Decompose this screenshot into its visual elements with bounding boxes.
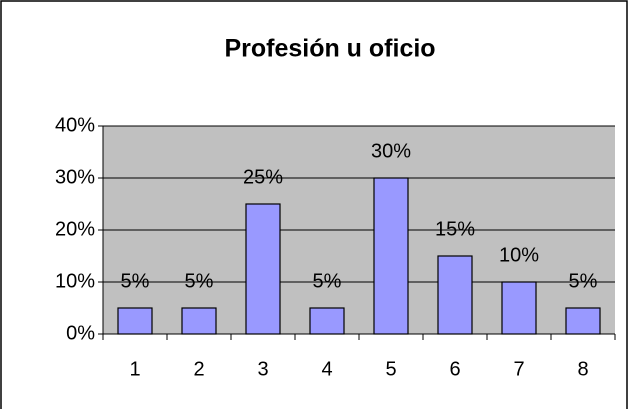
y-tick-label: 0% [66, 322, 95, 344]
y-tick-label: 10% [55, 270, 95, 292]
bar [309, 307, 345, 335]
value-label: 30% [371, 140, 411, 162]
chart-title: Profesión u oficio [224, 35, 435, 63]
x-tick-label: 6 [449, 358, 460, 380]
y-tick-label: 20% [55, 218, 95, 240]
bar [501, 281, 537, 335]
bar [181, 307, 217, 335]
x-tick-label: 3 [257, 358, 268, 380]
x-tick-label: 5 [385, 358, 396, 380]
y-tick-label: 40% [55, 114, 95, 136]
x-tick-label: 8 [577, 358, 588, 380]
value-label: 5% [569, 270, 598, 292]
x-tick-label: 2 [193, 358, 204, 380]
x-tick-label: 7 [513, 358, 524, 380]
value-label: 5% [185, 270, 214, 292]
value-label: 5% [121, 270, 150, 292]
value-label: 15% [435, 218, 475, 240]
value-label: 10% [499, 244, 539, 266]
bar [245, 203, 281, 335]
bar [117, 307, 153, 335]
x-tick-label: 1 [129, 358, 140, 380]
bar [437, 255, 473, 335]
value-label: 5% [313, 270, 342, 292]
value-label: 25% [243, 166, 283, 188]
bar [565, 307, 601, 335]
bar [373, 177, 409, 335]
y-tick-label: 30% [55, 166, 95, 188]
x-tick-label: 4 [321, 358, 332, 380]
